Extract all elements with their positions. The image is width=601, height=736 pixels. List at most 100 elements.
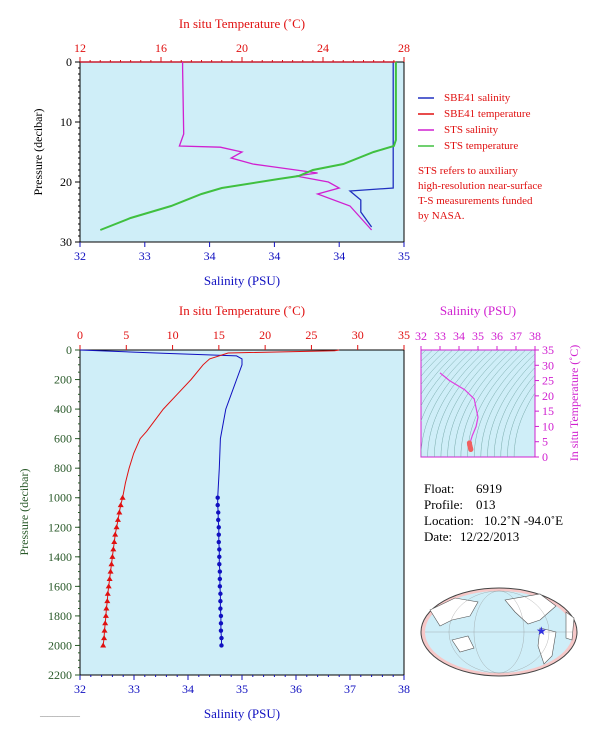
- date-value: 12/22/2013: [460, 529, 519, 544]
- ts-salinity-tick-label: 36: [491, 329, 503, 343]
- top-temp-tick-label: 28: [398, 41, 410, 55]
- ts-density-contour: [440, 350, 500, 457]
- location-label: Location:: [424, 513, 474, 528]
- bottom-salinity-tick-label: 36: [290, 682, 302, 696]
- float-location-marker: ★: [536, 624, 547, 638]
- bottom-temp-tick-label: 30: [352, 328, 364, 342]
- bottom-salinity-marker: [218, 591, 223, 596]
- bottom-temperature-marker: [104, 590, 111, 596]
- top-series-group: [80, 61, 397, 231]
- bottom-salinity-marker: [218, 613, 224, 619]
- ts-curve: [439, 372, 479, 444]
- top-temp-tick-label: 20: [236, 41, 248, 55]
- bottom-temp-tick-label: 20: [259, 328, 271, 342]
- bottom-salinity-marker: [217, 569, 223, 574]
- top-salinity-tick-label: 34: [268, 249, 280, 263]
- map-land: [429, 593, 575, 665]
- ts-series-group: [439, 372, 479, 452]
- top-pressure-tick-label: 0: [66, 55, 72, 69]
- bottom-temperature-marker: [119, 494, 126, 500]
- ts-salinity-tick-label: 32: [415, 329, 427, 343]
- ts-density-contour: [487, 359, 535, 457]
- bottom-pressure-tick-label: 2200: [48, 668, 72, 682]
- bottom-temp-tick-label: 5: [123, 328, 129, 342]
- bottom-salinity-tick-label: 38: [398, 682, 410, 696]
- bottom-salinity-marker: [218, 598, 223, 604]
- ts-temp-tick-label: 10: [542, 419, 554, 433]
- ts-density-contour: [421, 350, 480, 457]
- bottom-pressure-tick-label: 600: [54, 432, 72, 446]
- date-label: Date:: [424, 529, 452, 544]
- ts-temp-tick-label: 25: [542, 374, 554, 388]
- top-salinity-tick-label: 34: [333, 249, 345, 263]
- bottom-pressure-tick-label: 2000: [48, 638, 72, 652]
- ts-density-contour: [421, 350, 440, 369]
- bottom-salinity-marker: [217, 554, 222, 560]
- bottom-temp-tick-label: 15: [213, 328, 225, 342]
- top-salinity-tick-label: 34: [204, 249, 216, 263]
- bottom-salinity-marker: [215, 495, 220, 500]
- bottom-panel: 0 5 10 15 20 25 30 35 32 33 34 35 36 37 38 0 200 400 600…: [17, 303, 410, 721]
- ts-density-contour: [421, 350, 447, 377]
- bottom-temperature-marker: [108, 561, 115, 567]
- bottom-temperature-marker: [100, 642, 107, 648]
- bottom-salinity-marker: [217, 562, 222, 567]
- bottom-salinity-marker: [215, 502, 220, 508]
- top-salinity-axis-title: Salinity (PSU): [204, 273, 280, 288]
- ts-temp-tick-label: 20: [542, 389, 554, 403]
- top-panel: 12 16 20 24 28 32 33 34 34 34 35 0 10 20 30 In situ …: [31, 16, 542, 288]
- bottom-pressure-axis-title: Pressure (decibar): [17, 469, 31, 556]
- ts-density-contour: [427, 350, 486, 457]
- bottom-pressure-tick-label: 800: [54, 461, 72, 475]
- top-salinity-tick-label: 35: [398, 249, 410, 263]
- top-pressure-axis-title: Pressure (decibar): [31, 109, 45, 196]
- legend-label-sts-salinity: STS salinity: [444, 124, 499, 136]
- ts-density-contour: [421, 350, 453, 386]
- profile-value: 013: [476, 497, 496, 512]
- bottom-temperature-marker: [104, 598, 111, 604]
- sts-note: STS refers to auxiliary high-resolution …: [418, 165, 542, 222]
- ts-salinity-axis-title: Salinity (PSU): [440, 303, 516, 318]
- sts-note-line-2: high-resolution near-surface: [418, 180, 542, 192]
- bottom-pressure-tick-label: 0: [66, 343, 72, 357]
- sts-note-line-3: T-S measurements funded: [418, 195, 533, 207]
- top-temp-tick-label: 24: [317, 41, 329, 55]
- bottom-temp-tick-label: 10: [167, 328, 179, 342]
- map-graticule: [425, 590, 573, 674]
- top-series-sts-salinity: [178, 62, 373, 231]
- bottom-pressure-tick-label: 1400: [48, 550, 72, 564]
- bottom-salinity-marker: [216, 525, 221, 530]
- bottom-pressure-tick-label: 400: [54, 402, 72, 416]
- bottom-temperature-marker: [101, 635, 108, 641]
- location-value: 10.2˚N -94.0˚E: [484, 513, 563, 528]
- bottom-salinity-marker: [217, 576, 223, 582]
- ts-temp-tick-label: 30: [542, 358, 554, 372]
- bottom-temperature-marker: [107, 568, 114, 574]
- bottom-salinity-marker: [216, 539, 221, 545]
- ts-density-contour: [447, 350, 506, 457]
- top-temp-axis-title: In situ Temperature (˚C): [179, 16, 305, 31]
- ts-salinity-tick-label: 34: [453, 329, 465, 343]
- ts-density-contour: [480, 353, 535, 457]
- bottom-pressure-tick-label: 1800: [48, 609, 72, 623]
- legend-label-sbe41-temperature: SBE41 temperature: [444, 108, 531, 120]
- bottom-temperature-marker: [113, 524, 120, 530]
- float-label: Float:: [424, 481, 454, 496]
- top-pressure-tick-label: 10: [60, 115, 72, 129]
- bottom-pressure-axis: 0 200 400 600 800 1000 1200 1400 1600 1800 2000 220…: [48, 343, 80, 682]
- top-pressure-axis: 0 10 20 30: [60, 55, 80, 249]
- bottom-salinity-marker: [217, 584, 223, 589]
- footer-id: ________________: [39, 713, 81, 718]
- land-africa: [565, 611, 575, 641]
- ts-density-contour: [421, 350, 460, 395]
- bottom-plot-area: [79, 349, 405, 676]
- top-temp-axis: 12 16 20 24 28: [74, 41, 410, 62]
- bottom-temp-tick-label: 25: [305, 328, 317, 342]
- bottom-salinity-axis-title: Salinity (PSU): [204, 706, 280, 721]
- float-value: 6919: [476, 481, 502, 496]
- ts-salinity-tick-label: 38: [529, 329, 541, 343]
- top-pressure-tick-label: 30: [60, 235, 72, 249]
- bottom-pressure-tick-label: 1200: [48, 520, 72, 534]
